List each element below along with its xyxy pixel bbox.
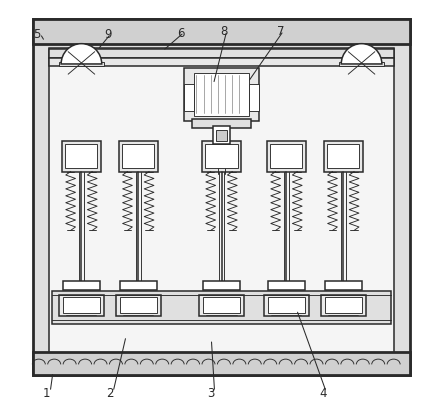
Text: 2: 2 — [106, 386, 113, 399]
Polygon shape — [63, 281, 100, 290]
Polygon shape — [66, 145, 97, 169]
Polygon shape — [267, 142, 306, 172]
Polygon shape — [184, 85, 194, 111]
Text: 6: 6 — [177, 27, 185, 40]
Polygon shape — [339, 63, 384, 67]
Polygon shape — [199, 296, 244, 317]
Polygon shape — [268, 297, 305, 313]
Polygon shape — [268, 281, 305, 290]
Text: 9: 9 — [104, 28, 112, 41]
Text: 1: 1 — [43, 386, 51, 399]
Polygon shape — [49, 59, 394, 67]
Polygon shape — [249, 85, 259, 111]
Polygon shape — [59, 296, 104, 317]
Polygon shape — [49, 49, 394, 362]
Polygon shape — [122, 145, 154, 169]
Polygon shape — [213, 127, 230, 145]
Polygon shape — [120, 297, 156, 313]
Text: 3: 3 — [208, 386, 215, 399]
Polygon shape — [206, 145, 237, 169]
Polygon shape — [325, 297, 361, 313]
Polygon shape — [327, 145, 359, 169]
Polygon shape — [264, 296, 309, 317]
Text: 4: 4 — [319, 386, 327, 399]
Polygon shape — [325, 281, 361, 290]
Polygon shape — [324, 142, 362, 172]
Polygon shape — [52, 291, 391, 324]
Polygon shape — [120, 281, 156, 290]
Polygon shape — [270, 145, 303, 169]
Polygon shape — [33, 352, 410, 375]
Text: 7: 7 — [276, 25, 284, 38]
Polygon shape — [184, 69, 259, 122]
Polygon shape — [62, 142, 101, 172]
Polygon shape — [59, 63, 104, 67]
Polygon shape — [33, 20, 410, 375]
Polygon shape — [116, 296, 161, 317]
Wedge shape — [61, 45, 102, 65]
Polygon shape — [202, 142, 241, 172]
Text: 5: 5 — [33, 28, 40, 41]
Polygon shape — [216, 130, 227, 142]
Polygon shape — [49, 50, 394, 59]
Polygon shape — [194, 74, 249, 117]
Polygon shape — [33, 20, 410, 45]
Polygon shape — [321, 296, 365, 317]
Wedge shape — [341, 45, 382, 65]
Text: 8: 8 — [220, 25, 227, 38]
Polygon shape — [119, 142, 158, 172]
Polygon shape — [203, 281, 240, 290]
Polygon shape — [192, 120, 251, 129]
Polygon shape — [63, 297, 100, 313]
Polygon shape — [203, 297, 240, 313]
